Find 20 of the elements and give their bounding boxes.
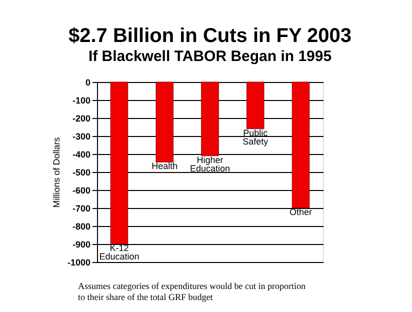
y-tick-label: -100	[72, 96, 90, 106]
y-tick-label: -300	[72, 132, 90, 142]
x-tick-label: Public Safety	[242, 128, 269, 146]
y-tick-label: -700	[72, 204, 90, 214]
y-tick-label: -500	[72, 168, 90, 178]
y-tick-label: -200	[72, 114, 90, 124]
text: Assumes categories of expenditures would be cut in proportion to their share of the total GRF budget	[78, 281, 306, 302]
y-tick-label: -600	[72, 186, 90, 196]
chart-subtitle: If Blackwell TABOR Began in 1995	[88, 48, 332, 65]
y-tick-label: -800	[72, 222, 90, 232]
y-axis-title: Millions of Dollars	[51, 136, 62, 208]
x-tick-label: K-12 Education	[99, 243, 140, 262]
x-tick-label: Higher Education	[190, 154, 230, 174]
y-tick-label: -900	[72, 240, 90, 250]
y-tick-label: -1000	[67, 258, 90, 268]
y-tick-label: -400	[72, 150, 90, 160]
chart-title: $2.7 Billion in Cuts in FY 2003	[68, 25, 352, 47]
y-tick-label: 0	[85, 78, 90, 88]
x-tick-label: Health	[152, 161, 178, 172]
x-tick-label: Other	[290, 207, 312, 217]
